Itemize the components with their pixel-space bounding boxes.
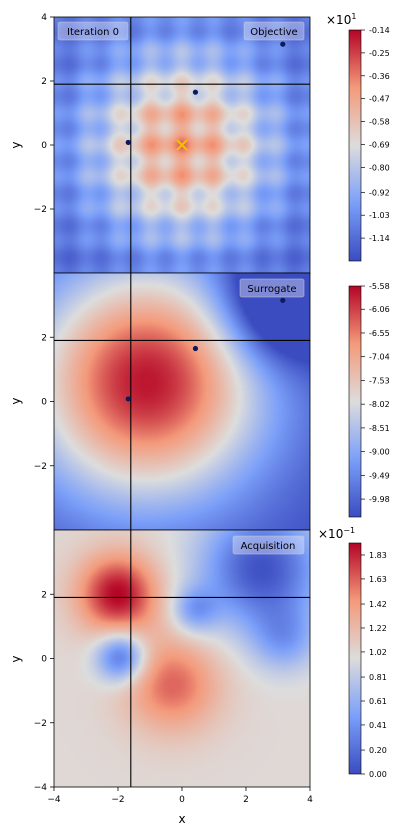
- acquisition-xticks: −4 −2 0 2 4: [47, 787, 313, 805]
- acquisition-heatmap: [54, 530, 310, 787]
- colorbar-tick-label: -5.58: [369, 282, 390, 291]
- colorbar-acquisition: ×10−1 0.00 0.20 0.41 0.61 0.81 1.02 1.22 1.42 1.…: [318, 526, 387, 779]
- colorbar-tick-label: -1.14: [369, 234, 390, 243]
- colorbar-tick-label: 1.22: [369, 624, 387, 633]
- surrogate-yticks: 2 0 −2: [34, 333, 54, 472]
- colorbar-tick-label: -7.53: [369, 376, 390, 385]
- panel-surrogate: Surrogate y 2 0 −2: [9, 272, 311, 531]
- colorbar-surrogate: -5.58 -6.06 -6.55 -7.04 -7.53 -8.02 -8.51 -9.00…: [348, 282, 390, 518]
- panel-acquisition: Acquisition y x 2 0 −2 −4 −4 −2 0 2 4: [9, 529, 313, 826]
- colorbar-tick-label: 0.20: [369, 746, 387, 755]
- sample-point: [192, 345, 199, 352]
- ytick-label: 0: [41, 655, 47, 665]
- colorbar-tick-label: -0.80: [369, 163, 390, 172]
- xtick-label: 4: [307, 795, 313, 805]
- colorbar-tick-label: 0.00: [369, 770, 387, 779]
- colorbar-tick-label: 1.63: [369, 575, 387, 584]
- ytick-label: 4: [41, 13, 47, 23]
- objective-ylabel: y: [9, 141, 23, 148]
- sample-point: [192, 89, 199, 95]
- objective-marks: [54, 17, 310, 273]
- sample-point: [280, 41, 286, 47]
- xtick-label: 0: [179, 795, 185, 805]
- acquisition-label-box: [232, 535, 305, 555]
- colorbar-tick-label: 0.41: [369, 721, 387, 730]
- colorbar-tick-label: 0.81: [369, 673, 387, 682]
- colorbar-surrogate-ticks: -5.58 -6.06 -6.55 -7.04 -7.53 -8.02 -8.51 -9.00…: [361, 282, 390, 504]
- colorbar-objective: ×101 -0.14 -0.25 -0.36 -0.47 -0.58 -0.69 -0.80…: [326, 12, 390, 262]
- colorbar-tick-label: -1.03: [369, 211, 390, 220]
- colorbar-acquisition-exponent-label: ×10−1: [318, 526, 355, 541]
- ytick-label: −2: [34, 205, 47, 215]
- colorbar-tick-label: -9.49: [369, 471, 390, 480]
- iteration-label-box: [57, 21, 129, 41]
- colorbar-tick-label: 1.42: [369, 600, 387, 609]
- surrogate-heatmap: [54, 273, 310, 530]
- colorbar-objective-exponent-label: ×101: [326, 12, 356, 27]
- objective-label-box: [243, 21, 305, 41]
- colorbar-tick-label: -8.51: [369, 424, 390, 433]
- ytick-label: 0: [41, 141, 47, 151]
- colorbar-tick-label: -0.69: [369, 140, 390, 149]
- ytick-label: 0: [41, 398, 47, 408]
- colorbar-objective-ticks: -0.14 -0.25 -0.36 -0.47 -0.58 -0.69 -0.80 -0.92…: [361, 26, 390, 243]
- acquisition-yticks: 2 0 −2 −4: [34, 590, 54, 793]
- panel-objective: Iteration 0 Objective y 4 2 0 −2: [9, 13, 311, 274]
- objective-label: Objective: [250, 27, 297, 38]
- colorbar-tick-label: -9.00: [369, 448, 390, 457]
- surrogate-marks: [54, 273, 310, 530]
- ytick-label: 2: [41, 590, 47, 600]
- surrogate-label: Surrogate: [247, 284, 296, 295]
- acquisition-ylabel: y: [9, 655, 23, 662]
- objective-yticks: 4 2 0 −2: [34, 13, 54, 215]
- sample-point: [125, 396, 131, 402]
- colorbar-tick-label: 1.83: [369, 551, 387, 560]
- colorbar-tick-label: -9.98: [369, 495, 390, 504]
- colorbar-acquisition-ticks: 0.00 0.20 0.41 0.61 0.81 1.02 1.22 1.42 1.63 1.83: [361, 551, 387, 779]
- colorbar-objective-bar: [348, 29, 362, 262]
- ytick-label: −2: [34, 462, 47, 472]
- best-marker-stroke-b: [176, 139, 188, 151]
- colorbar-tick-label: -7.04: [369, 353, 390, 362]
- colorbar-tick-label: 0.61: [369, 697, 387, 706]
- colorbar-tick-label: -0.14: [369, 26, 390, 35]
- colorbar-tick-label: -8.02: [369, 400, 390, 409]
- acquisition-marks: [54, 530, 310, 787]
- colorbar-tick-label: -0.25: [369, 49, 390, 58]
- colorbar-surrogate-bar: [348, 285, 362, 518]
- surrogate-ylabel: y: [9, 397, 23, 404]
- colorbar-tick-label: -0.92: [369, 188, 390, 197]
- ytick-label: 2: [41, 77, 47, 87]
- colorbar-tick-label: 1.02: [369, 648, 387, 657]
- acquisition-xlabel: x: [178, 812, 185, 826]
- sample-point: [280, 297, 286, 303]
- xtick-label: −2: [111, 795, 124, 805]
- colorbar-tick-label: -0.58: [369, 118, 390, 127]
- iteration-label: Iteration 0: [67, 27, 119, 38]
- colorbar-tick-label: -6.06: [369, 305, 390, 314]
- xtick-label: 2: [243, 795, 249, 805]
- colorbar-tick-label: -0.36: [369, 72, 390, 81]
- surrogate-label-box: [239, 278, 305, 298]
- ytick-label: −4: [34, 783, 48, 793]
- ytick-label: −2: [34, 719, 47, 729]
- ytick-label: 2: [41, 333, 47, 343]
- xtick-label: −4: [47, 795, 61, 805]
- acquisition-label: Acquisition: [241, 541, 296, 552]
- colorbar-acquisition-bar: [348, 542, 362, 775]
- colorbar-tick-label: -0.47: [369, 95, 390, 104]
- colorbar-tick-label: -6.55: [369, 329, 390, 338]
- sample-point: [125, 139, 131, 146]
